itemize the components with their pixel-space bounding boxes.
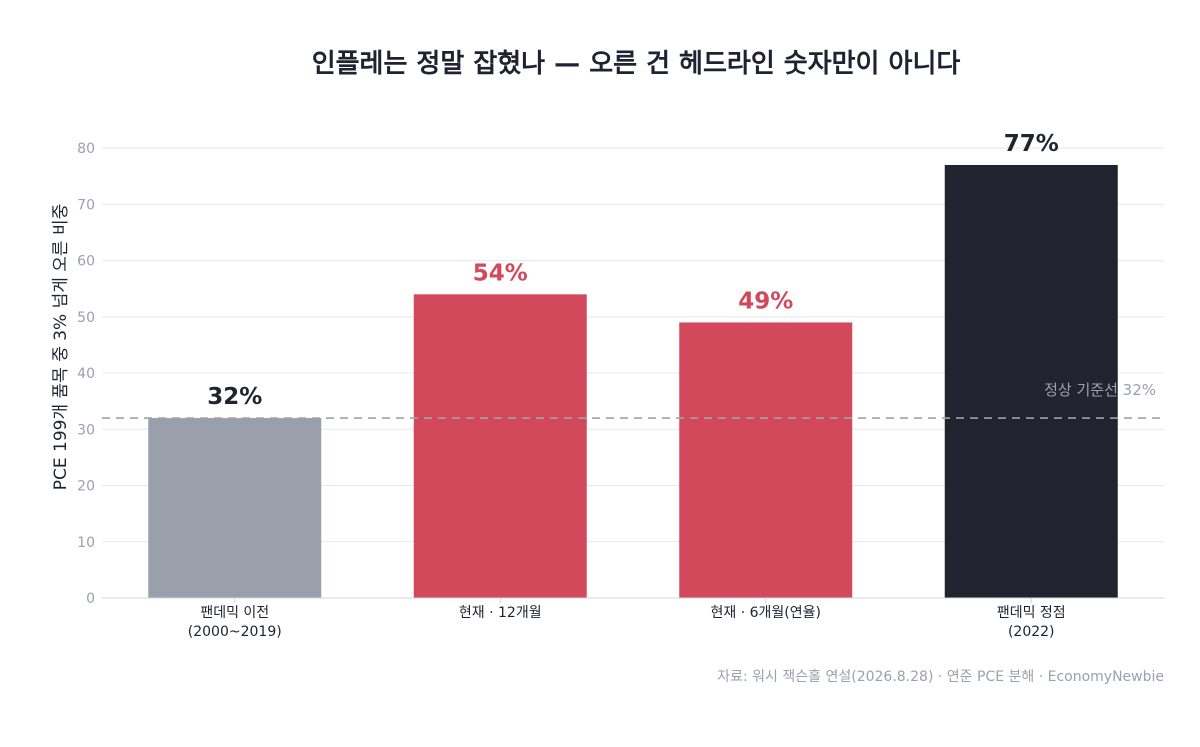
y-tick-label: 0: [86, 591, 95, 607]
data-label: 32%: [207, 384, 262, 410]
chart-title: 인플레는 정말 잡혔나 — 오른 건 헤드라인 숫자만이 아니다: [312, 49, 961, 79]
reference-line-label: 정상 기준선 32%: [1044, 381, 1156, 399]
data-label: 54%: [473, 260, 528, 286]
y-tick-label: 50: [77, 310, 95, 326]
y-tick-label: 70: [77, 197, 95, 213]
plot-area: 0 10 20 30 40 50 60 70 80 정상 기준선 32% 32% 팬데믹 이전 (200…: [77, 131, 1164, 640]
x-tick-label: 현재 · 6개월(연율): [711, 605, 821, 621]
y-tick-label: 30: [77, 422, 95, 438]
y-tick-label: 20: [77, 479, 95, 495]
data-label: 49%: [738, 288, 793, 314]
x-tick-label: 팬데믹 이전: [200, 605, 269, 621]
source-note: 자료: 워시 잭슨홀 연설(2026.8.28) · 연준 PCE 분해 · E…: [717, 669, 1164, 685]
x-tick-label: 팬데믹 정점: [997, 605, 1066, 621]
y-tick-label: 80: [77, 141, 95, 157]
x-tick-label: 현재 · 12개월: [459, 605, 542, 621]
bar: [944, 164, 1118, 599]
bar: [413, 294, 587, 598]
y-tick-label: 60: [77, 254, 95, 270]
y-axis-label: PCE 199개 품목 중 3% 넘게 오른 비중: [51, 204, 71, 491]
bar: [679, 322, 853, 598]
y-tick-label: 10: [77, 535, 95, 551]
bar: [148, 418, 322, 598]
x-tick-label: (2000~2019): [188, 624, 282, 640]
data-label: 77%: [1004, 131, 1059, 157]
x-tick-label: (2022): [1008, 624, 1055, 640]
y-tick-label: 40: [77, 366, 95, 382]
